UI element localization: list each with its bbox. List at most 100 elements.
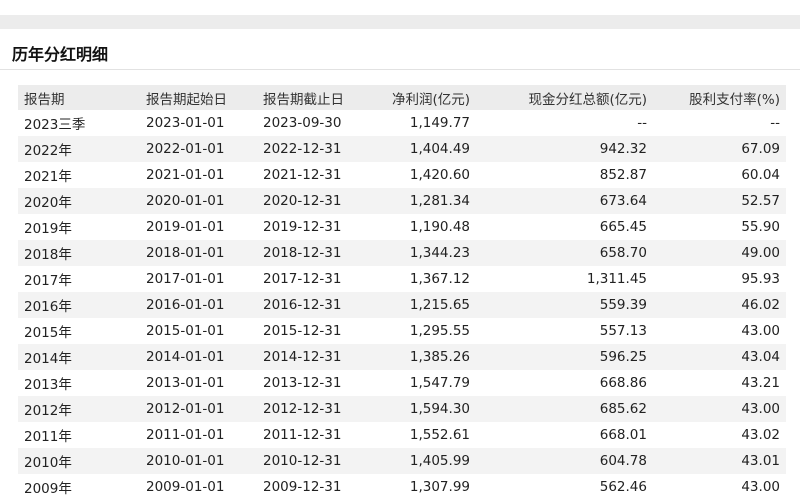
cell-end-date: 2022-12-31 <box>257 136 369 162</box>
header-net-profit: 净利润(亿元) <box>369 85 476 110</box>
cell-report-period: 2009年 <box>24 481 72 497</box>
cell-start-date: 2019-01-01 <box>146 219 225 235</box>
cell-net-profit: 1,190.48 <box>409 219 470 235</box>
cell-end-date: 2018-12-31 <box>257 240 369 266</box>
cell-report-period: 2013年 <box>24 377 72 393</box>
cell-cash-dividend: 685.62 <box>476 396 653 422</box>
cell-net-profit: 1,420.60 <box>409 167 470 183</box>
cell-end-date: 2012-12-31 <box>257 396 369 422</box>
header-report-period: 报告期 <box>18 85 140 110</box>
cell-end-date: 2023-09-30 <box>263 115 342 131</box>
cell-report-period: 2011年 <box>24 429 72 445</box>
cell-report-period: 2017年 <box>24 273 72 289</box>
cell-net-profit: 1,552.61 <box>409 427 470 443</box>
cell-cash-dividend: 559.39 <box>476 292 653 318</box>
cell-end-date: 2010-12-31 <box>257 448 369 474</box>
cell-report-period: 2012年 <box>18 396 140 422</box>
cell-report-period: 2016年 <box>18 292 140 318</box>
cell-end-date: 2021-12-31 <box>263 167 342 183</box>
cell-cash-dividend: 673.64 <box>476 188 653 214</box>
cell-start-date: 2012-01-01 <box>140 396 257 422</box>
cell-payout-ratio: 55.90 <box>741 219 780 235</box>
cell-payout-ratio: 43.00 <box>741 479 780 495</box>
cell-end-date: 2016-12-31 <box>257 292 369 318</box>
cell-end-date: 2009-12-31 <box>263 479 342 495</box>
cell-cash-dividend: 665.45 <box>599 219 647 235</box>
cell-start-date: 2017-01-01 <box>146 271 225 287</box>
cell-cash-dividend: 668.86 <box>599 375 647 391</box>
cell-report-period: 2015年 <box>24 325 72 341</box>
cell-net-profit: 1,404.49 <box>369 136 476 162</box>
cell-start-date: 2021-01-01 <box>146 167 225 183</box>
cell-net-profit: 1,344.23 <box>369 240 476 266</box>
cell-start-date: 2023-01-01 <box>146 115 225 131</box>
cell-end-date: 2015-12-31 <box>263 323 342 339</box>
cell-start-date: 2020-01-01 <box>140 188 257 214</box>
table-row: 2022年 2022-01-01 2022-12-31 1,404.49 942.32 6… <box>18 136 786 162</box>
section-title: 历年分红明细 <box>12 45 109 64</box>
cell-payout-ratio: 43.00 <box>653 396 786 422</box>
cell-payout-ratio: 43.21 <box>741 375 780 391</box>
cell-report-period: 2022年 <box>18 136 140 162</box>
table-row: 2012年 2012-01-01 2012-12-31 1,594.30 685.62 4… <box>18 396 786 422</box>
header-cash-dividend: 现金分红总额(亿元) <box>476 85 653 110</box>
cell-net-profit: 1,307.99 <box>409 479 470 495</box>
cell-net-profit: 1,547.79 <box>409 375 470 391</box>
cell-net-profit: 1,385.26 <box>369 344 476 370</box>
cell-report-period: 2023三季 <box>24 117 86 133</box>
table-row: 2015年 2015-01-01 2015-12-31 1,295.55 557.13 4… <box>18 318 786 344</box>
header-end-date: 报告期截止日 <box>257 85 369 110</box>
cell-payout-ratio: 60.04 <box>741 167 780 183</box>
table-row: 2010年 2010-01-01 2010-12-31 1,405.99 604.78 4… <box>18 448 786 474</box>
cell-cash-dividend: 604.78 <box>476 448 653 474</box>
cell-cash-dividend: 658.70 <box>476 240 653 266</box>
table-row: 2016年 2016-01-01 2016-12-31 1,215.65 559.39 4… <box>18 292 786 318</box>
cell-payout-ratio: -- <box>770 115 780 131</box>
cell-net-profit: 1,149.77 <box>409 115 470 131</box>
cell-report-period: 2020年 <box>18 188 140 214</box>
cell-cash-dividend: 562.46 <box>599 479 647 495</box>
cell-net-profit: 1,295.55 <box>409 323 470 339</box>
header-payout-ratio: 股利支付率(%) <box>653 85 786 110</box>
table-row: 2009年 2009-01-01 2009-12-31 1,307.99 562.46 4… <box>18 474 786 500</box>
cell-payout-ratio: 95.93 <box>741 271 780 287</box>
table-row: 2020年 2020-01-01 2020-12-31 1,281.34 673.64 5… <box>18 188 786 214</box>
cell-net-profit: 1,594.30 <box>369 396 476 422</box>
cell-start-date: 2011-01-01 <box>146 427 225 443</box>
cell-cash-dividend: 668.01 <box>599 427 647 443</box>
cell-start-date: 2009-01-01 <box>146 479 225 495</box>
table-row: 2023三季 2023-01-01 2023-09-30 1,149.77 -- -- <box>18 110 786 136</box>
table-row: 2011年 2011-01-01 2011-12-31 1,552.61 668.01 4… <box>18 422 786 448</box>
cell-cash-dividend: 852.87 <box>599 167 647 183</box>
cell-payout-ratio: 43.00 <box>741 323 780 339</box>
cell-report-period: 2019年 <box>24 221 72 237</box>
cell-start-date: 2018-01-01 <box>140 240 257 266</box>
table-row: 2017年 2017-01-01 2017-12-31 1,367.12 1,311.4… <box>18 266 786 292</box>
cell-report-period: 2018年 <box>18 240 140 266</box>
table-row: 2013年 2013-01-01 2013-12-31 1,547.79 668.86 4… <box>18 370 786 396</box>
cell-report-period: 2010年 <box>18 448 140 474</box>
cell-payout-ratio: 52.57 <box>653 188 786 214</box>
cell-cash-dividend: 557.13 <box>599 323 647 339</box>
table-header-row: 报告期 报告期起始日 报告期截止日 净利润(亿元) 现金分红总额(亿元) 股利支… <box>18 85 786 110</box>
table-row: 2021年 2021-01-01 2021-12-31 1,420.60 852.87 6… <box>18 162 786 188</box>
cell-payout-ratio: 46.02 <box>653 292 786 318</box>
cell-end-date: 2013-12-31 <box>263 375 342 391</box>
cell-start-date: 2014-01-01 <box>140 344 257 370</box>
cell-end-date: 2014-12-31 <box>257 344 369 370</box>
cell-cash-dividend: 1,311.45 <box>586 271 647 287</box>
cell-start-date: 2015-01-01 <box>146 323 225 339</box>
cell-start-date: 2013-01-01 <box>146 375 225 391</box>
section-separator <box>0 15 800 29</box>
cell-end-date: 2011-12-31 <box>263 427 342 443</box>
cell-cash-dividend: -- <box>637 115 647 131</box>
table-row: 2019年 2019-01-01 2019-12-31 1,190.48 665.45 5… <box>18 214 786 240</box>
cell-report-period: 2014年 <box>18 344 140 370</box>
cell-net-profit: 1,367.12 <box>409 271 470 287</box>
top-bar <box>0 0 800 15</box>
cell-end-date: 2020-12-31 <box>257 188 369 214</box>
cell-payout-ratio: 67.09 <box>653 136 786 162</box>
cell-net-profit: 1,215.65 <box>369 292 476 318</box>
cell-payout-ratio: 43.01 <box>653 448 786 474</box>
table-row: 2014年 2014-01-01 2014-12-31 1,385.26 596.25 4… <box>18 344 786 370</box>
